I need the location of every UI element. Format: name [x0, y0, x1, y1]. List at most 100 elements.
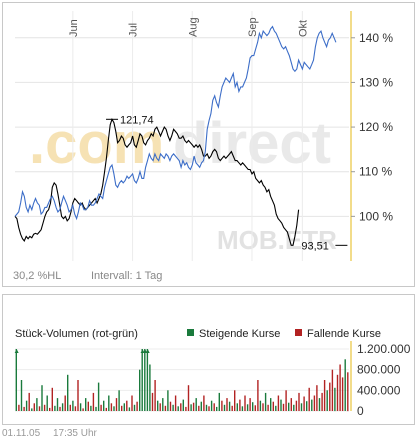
volume-bar	[41, 385, 43, 411]
volume-bar	[293, 404, 295, 411]
volume-bar	[128, 407, 131, 411]
volume-bar	[329, 382, 331, 411]
volume-bar	[210, 400, 213, 411]
volume-bar	[105, 407, 107, 411]
legend-label: Fallende Kurse	[307, 328, 381, 340]
volume-bar	[59, 406, 61, 411]
volume-bar	[123, 403, 125, 412]
volume-bar	[149, 364, 151, 411]
volume-bar	[228, 401, 231, 411]
volume-bar	[141, 349, 143, 411]
volume-bar	[259, 400, 262, 411]
volume-bar	[192, 402, 195, 411]
month-label: Okt	[297, 20, 309, 37]
range-percent: 30,2 %HL	[13, 270, 61, 282]
volume-bar	[208, 406, 210, 411]
volume-bar	[246, 404, 249, 411]
volume-bar	[262, 403, 264, 412]
month-label: Jun	[68, 19, 80, 37]
y-tick-label: 140 %	[359, 31, 393, 45]
volume-bar	[146, 349, 149, 411]
legend-label: Steigende Kurse	[199, 328, 280, 340]
volume-bar	[216, 406, 218, 411]
volume-bar	[200, 401, 202, 411]
volume-bar	[82, 408, 84, 411]
volume-bar	[267, 404, 269, 411]
volume-bar	[85, 398, 87, 411]
volume-bar	[234, 390, 236, 411]
volume-bar	[282, 403, 285, 411]
volume-bar	[205, 404, 208, 411]
volume-bar	[241, 406, 244, 411]
volume-bar	[203, 395, 205, 411]
month-label: Aug	[187, 17, 199, 37]
volume-bar	[280, 399, 282, 411]
watermark-text: MOB.ETR	[217, 225, 337, 255]
volume-bar	[110, 403, 113, 412]
volume-bar	[79, 403, 82, 412]
volume-chart: Stück-Volumen (rot-grün) Steigende Kurse…	[14, 328, 411, 418]
y-tick-label: 110 %	[359, 165, 392, 179]
volume-bar	[285, 390, 287, 411]
y-tick-label: 120 %	[359, 120, 393, 134]
volume-bar	[270, 398, 272, 411]
volume-bar	[61, 403, 64, 412]
volume-bar	[334, 387, 336, 412]
volume-bar	[36, 398, 38, 411]
volume-bar	[336, 374, 339, 411]
volume-bar	[33, 403, 35, 412]
volume-bar	[126, 400, 128, 411]
volume-bar	[113, 406, 115, 411]
volume-bar	[213, 403, 215, 412]
volume-bar	[187, 385, 190, 411]
volume-bar	[100, 404, 102, 411]
annotation-label: 93,51	[301, 240, 329, 252]
volume-bar	[185, 406, 187, 411]
volume-bar	[54, 405, 56, 411]
volume-bar	[15, 349, 17, 411]
volume-bar	[97, 382, 100, 411]
series-line-blue	[14, 25, 337, 221]
volume-bar	[298, 392, 300, 411]
volume-title: Stück-Volumen (rot-grün)	[15, 328, 138, 340]
volume-bar	[164, 405, 167, 411]
overflow-arrow	[145, 349, 150, 353]
volume-bar	[275, 405, 277, 411]
volume-bar	[331, 369, 334, 411]
volume-bar	[290, 398, 292, 411]
time-label: 17:35 Uhr	[52, 428, 97, 439]
volume-bar	[87, 401, 89, 411]
volume-bar	[344, 359, 346, 411]
volume-bar	[239, 399, 241, 411]
volume-bar	[190, 404, 192, 411]
volume-bar	[46, 395, 48, 411]
volume-bar	[257, 380, 259, 411]
volume-tick-label: 0	[357, 404, 364, 418]
volume-bar	[316, 385, 318, 411]
volume-bar	[95, 406, 97, 411]
volume-bar	[77, 380, 79, 411]
volume-bar	[72, 400, 74, 411]
price-chart-panel: .com direct MOB.ETR Jun Jul Aug Sep Okt 140 % 1…	[2, 2, 415, 287]
grid	[15, 11, 349, 261]
volume-bar	[323, 380, 326, 411]
y-tick-label: 130 %	[359, 75, 393, 89]
volume-bar	[139, 369, 141, 411]
volume-bar	[180, 403, 182, 412]
volume-bar	[308, 387, 310, 412]
volume-bars	[14, 349, 349, 412]
volume-bar	[249, 398, 251, 411]
volume-bar	[264, 392, 267, 411]
month-label: Jul	[128, 23, 140, 37]
volume-bar	[244, 395, 246, 411]
volume-chart-panel: Stück-Volumen (rot-grün) Steigende Kurse…	[2, 294, 415, 425]
volume-bar	[133, 404, 136, 411]
volume-bar	[67, 374, 69, 411]
y-axis: 140 % 130 % 120 % 110 % 100 %	[350, 11, 393, 261]
volume-bar	[347, 372, 349, 412]
volume-bar	[313, 395, 316, 411]
volume-bar	[318, 398, 321, 411]
volume-bar	[69, 404, 71, 411]
y-tick-label: 100 %	[359, 209, 393, 223]
series-line-black	[14, 117, 300, 246]
